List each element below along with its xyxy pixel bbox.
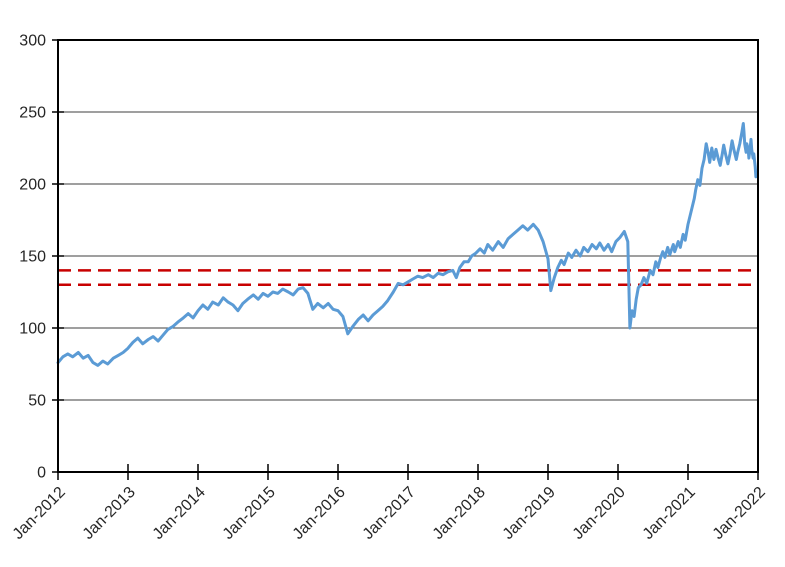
x-tick-label: Jan-2021 <box>640 484 699 543</box>
x-tick-label: Jan-2018 <box>430 484 489 543</box>
y-tick-label: 300 <box>19 33 46 50</box>
x-tick-label: Jan-2022 <box>710 484 769 543</box>
x-tick-label: Jan-2013 <box>80 484 139 543</box>
y-tick-label: 0 <box>37 465 46 482</box>
y-tick-label: 50 <box>28 393 46 410</box>
axis-tick-marks <box>52 39 759 480</box>
y-tick-labels: 0 50 100 150 200 250 300 <box>19 33 46 482</box>
y-gridlines <box>58 111 758 401</box>
y-tick-label: 200 <box>19 177 46 194</box>
data-series-line <box>56 122 758 367</box>
x-tick-label: Jan-2016 <box>290 484 349 543</box>
x-tick-label: Jan-2012 <box>10 484 69 543</box>
x-tick-label: Jan-2019 <box>500 484 559 543</box>
series-path <box>56 122 758 367</box>
x-tick-label: Jan-2020 <box>570 484 629 543</box>
y-tick-label: 250 <box>19 105 46 122</box>
y-tick-label: 100 <box>19 321 46 338</box>
x-tick-label: Jan-2015 <box>220 484 279 543</box>
x-tick-labels: Jan-2012 Jan-2013 Jan-2014 Jan-2015 Jan-2016… <box>10 484 769 543</box>
y-tick-label: 150 <box>19 249 46 266</box>
x-tick-label: Jan-2014 <box>150 484 209 543</box>
x-tick-label: Jan-2017 <box>360 484 419 543</box>
